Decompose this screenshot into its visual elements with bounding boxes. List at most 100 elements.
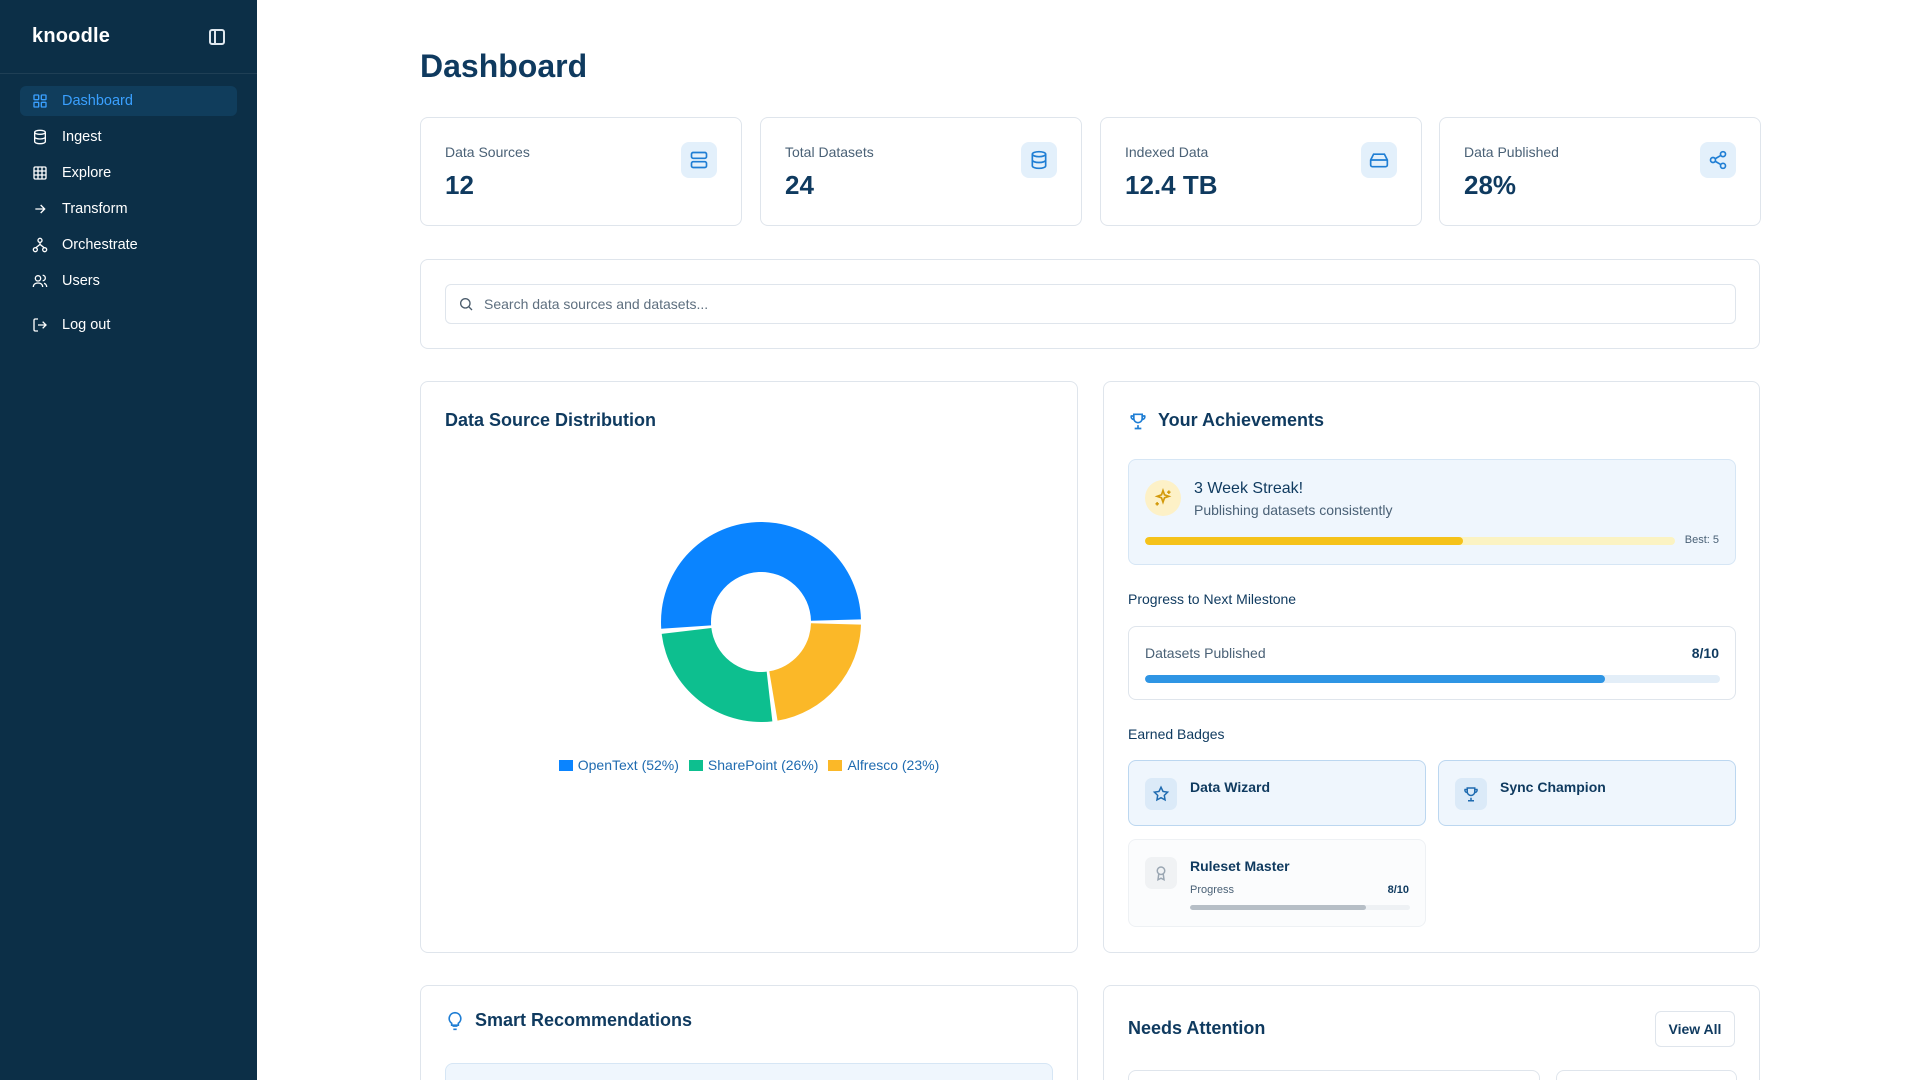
streak-subtitle: Publishing datasets consistently [1194, 502, 1393, 518]
stat-card-data-published[interactable]: Data Published 28% [1439, 117, 1761, 226]
sidebar-header: knoodle [0, 0, 257, 74]
search-input[interactable] [484, 296, 1684, 312]
stat-label: Data Sources [445, 144, 530, 160]
trophy-icon [1130, 413, 1146, 429]
legend-label: Alfresco (23%) [847, 757, 940, 773]
sidebar-item-transform[interactable]: Transform [20, 194, 237, 224]
recommendation-card[interactable] [445, 1063, 1053, 1080]
streak-best: Best: 5 [1684, 534, 1719, 546]
stat-label: Indexed Data [1125, 144, 1209, 160]
legend-label: SharePoint (26%) [707, 757, 819, 773]
search-card [420, 259, 1760, 349]
streak-progress-bar [1145, 537, 1675, 545]
legend-label: OpenText (52%) [577, 757, 679, 773]
view-all-button[interactable]: View All [1655, 1011, 1735, 1047]
page-title: Dashboard [420, 48, 588, 84]
lightbulb-icon [448, 1011, 462, 1030]
stat-value: 12.4 TB [1125, 170, 1218, 200]
sidebar-toggle-icon[interactable] [209, 28, 225, 45]
database-icon [1021, 142, 1057, 178]
hard-drive-icon [1361, 142, 1397, 178]
sidebar-item-users[interactable]: Users [20, 266, 237, 296]
badge-name: Data Wizard [1190, 779, 1271, 795]
legend-item-alfresco[interactable]: Alfresco (23%) [828, 757, 939, 773]
app-logo[interactable]: knoodle [32, 25, 111, 47]
sidebar-item-label: Dashboard [62, 93, 133, 109]
milestone-label: Datasets Published [1145, 645, 1266, 661]
distribution-panel: Data Source Distribution OpenText (52%) … [420, 381, 1078, 953]
sidebar-item-orchestrate[interactable]: Orchestrate [20, 230, 237, 260]
streak-card: 3 Week Streak! Publishing datasets consi… [1128, 459, 1736, 565]
milestone-heading: Progress to Next Milestone [1128, 591, 1297, 607]
attention-search[interactable] [1128, 1070, 1540, 1080]
stat-card-data-sources[interactable]: Data Sources 12 [420, 117, 742, 226]
badge-progress-bar [1190, 905, 1410, 910]
recommendations-title: Smart Recommendations [475, 1010, 693, 1030]
legend-item-opentext[interactable]: OpenText (52%) [558, 757, 679, 773]
log-out-icon [32, 317, 48, 333]
donut-slice-alfresco[interactable] [769, 623, 861, 721]
sidebar: knoodle Dashboard Ingest Explore Trans [0, 0, 257, 1080]
badge-name: Sync Champion [1500, 779, 1606, 795]
donut-chart [641, 502, 881, 742]
badge-progress-value: 8/10 [1387, 884, 1409, 896]
sidebar-item-dashboard[interactable]: Dashboard [20, 86, 237, 116]
logout-label: Log out [62, 317, 111, 333]
stat-value: 24 [785, 170, 814, 200]
award-icon [1145, 857, 1177, 889]
search-icon [460, 298, 473, 311]
search-box[interactable] [445, 284, 1736, 324]
stat-value: 28% [1464, 170, 1517, 200]
stat-label: Data Published [1464, 144, 1559, 160]
database-icon [32, 129, 48, 145]
milestone-card: Datasets Published 8/10 [1128, 626, 1736, 700]
sidebar-item-explore[interactable]: Explore [20, 158, 237, 188]
distribution-title: Data Source Distribution [445, 410, 657, 430]
recommendations-panel: Smart Recommendations [420, 985, 1078, 1080]
sidebar-item-label: Orchestrate [62, 237, 138, 253]
sparkles-icon [1145, 480, 1181, 516]
sidebar-item-label: Users [62, 273, 100, 289]
grid-icon [32, 93, 48, 109]
badge-progress-fill [1190, 905, 1366, 910]
stat-value: 12 [445, 170, 474, 200]
badge-sync-champion[interactable]: Sync Champion [1438, 760, 1736, 826]
star-icon [1145, 778, 1177, 810]
badge-name: Ruleset Master [1190, 858, 1290, 874]
streak-title: 3 Week Streak! [1194, 480, 1304, 497]
server-icon [681, 142, 717, 178]
badge-progress-label: Progress [1190, 884, 1235, 896]
milestone-value: 8/10 [1691, 645, 1719, 661]
legend-swatch [558, 759, 573, 771]
users-icon [32, 273, 48, 289]
sidebar-item-ingest[interactable]: Ingest [20, 122, 237, 152]
legend-swatch [828, 759, 843, 771]
achievements-panel: Your Achievements 3 Week Streak! Publish… [1103, 381, 1760, 953]
stat-card-indexed-data[interactable]: Indexed Data 12.4 TB [1100, 117, 1422, 226]
logout-button[interactable]: Log out [20, 310, 237, 340]
stat-card-total-datasets[interactable]: Total Datasets 24 [760, 117, 1082, 226]
arrow-right-icon [32, 201, 48, 217]
achievements-title: Your Achievements [1158, 410, 1325, 430]
attention-filter[interactable] [1556, 1070, 1737, 1080]
donut-slice-opentext[interactable] [661, 521, 861, 629]
sidebar-nav: Dashboard Ingest Explore Transform Orche… [0, 74, 257, 340]
streak-progress-fill [1145, 537, 1463, 545]
sidebar-item-label: Transform [62, 201, 128, 217]
legend-swatch [688, 759, 703, 771]
recommendations-heading: Smart Recommendations [445, 1010, 692, 1031]
attention-panel: Needs Attention View All [1103, 985, 1760, 1080]
workflow-icon [32, 237, 48, 253]
achievements-heading: Your Achievements [1128, 410, 1324, 431]
legend-item-sharepoint[interactable]: SharePoint (26%) [688, 757, 819, 773]
share-icon [1700, 142, 1736, 178]
attention-title: Needs Attention [1128, 1018, 1266, 1038]
chart-legend: OpenText (52%) SharePoint (26%) Alfresco… [421, 757, 1077, 773]
donut-slice-sharepoint[interactable] [661, 627, 773, 722]
sidebar-item-label: Ingest [62, 129, 102, 145]
badge-ruleset-master[interactable]: Ruleset Master Progress 8/10 [1128, 839, 1426, 927]
badge-data-wizard[interactable]: Data Wizard [1128, 760, 1426, 826]
sidebar-item-label: Explore [62, 165, 112, 181]
table-icon [32, 165, 48, 181]
trophy-icon [1455, 778, 1487, 810]
